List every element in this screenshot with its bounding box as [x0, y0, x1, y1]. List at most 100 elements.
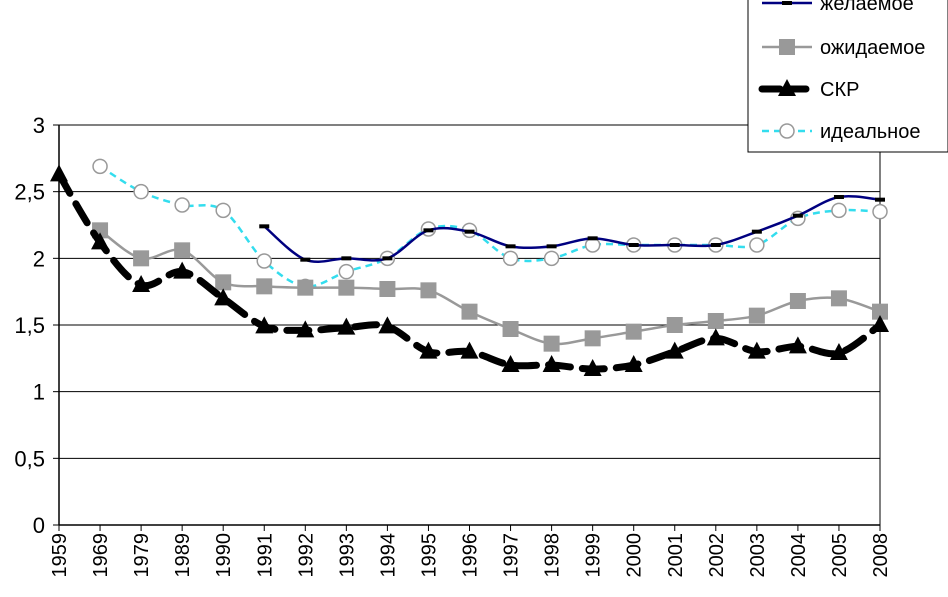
data-point [423, 228, 434, 233]
series-2 [92, 222, 888, 352]
legend: желаемое ожидаемое СКР идеальное [747, 0, 948, 153]
x-tick-label: 2001 [665, 533, 687, 578]
data-point [338, 263, 355, 280]
data-point [173, 261, 192, 279]
y-tick-label: 1 [33, 380, 45, 405]
data-point [872, 203, 888, 220]
series-line [263, 194, 881, 263]
legend-marker [778, 79, 796, 96]
x-tick-label: 1998 [542, 533, 564, 578]
x-tick-label: 1994 [377, 533, 399, 578]
data-point [542, 355, 561, 372]
x-tick-label: 1990 [213, 533, 235, 578]
series-line [99, 165, 881, 288]
data-point [300, 257, 311, 262]
y-tick-label: 3 [33, 113, 45, 138]
x-tick-label: 2005 [829, 533, 851, 578]
data-point [502, 250, 519, 267]
y-tick-label: 0,5 [14, 446, 45, 471]
data-point [505, 244, 516, 249]
data-point [419, 341, 438, 359]
data-point [875, 197, 885, 202]
data-point [625, 323, 642, 340]
x-tick-label: 2000 [624, 533, 646, 578]
gridlines [59, 124, 880, 459]
legend-label: ожидаемое [820, 37, 925, 59]
legend-marker [782, 1, 792, 5]
data-point [256, 253, 272, 269]
series-1 [259, 194, 885, 263]
data-point [461, 303, 478, 320]
data-point [501, 355, 520, 372]
x-tick-label: 2003 [747, 533, 769, 578]
x-tick-label: 2008 [870, 533, 892, 578]
x-tick-label: 2002 [706, 533, 728, 578]
data-point [788, 336, 807, 354]
data-point [464, 229, 475, 234]
x-tick-label: 1996 [460, 533, 482, 578]
data-point [215, 274, 232, 291]
data-point [789, 293, 806, 309]
data-point [624, 355, 643, 372]
data-point [546, 244, 557, 249]
x-tick-label: 1991 [254, 533, 276, 578]
legend-item: идеальное [762, 121, 920, 143]
data-point [583, 359, 602, 376]
data-point [50, 164, 68, 182]
data-point [669, 243, 680, 247]
data-point [215, 202, 231, 219]
data-point [666, 317, 683, 333]
data-point [382, 256, 393, 261]
data-point [833, 195, 844, 199]
data-point [214, 288, 233, 306]
y-tick-label: 2 [33, 246, 45, 271]
data-point [706, 328, 725, 346]
x-tick-label: 1992 [295, 533, 317, 578]
data-point [587, 236, 598, 241]
data-point [628, 243, 639, 247]
x-tick-label: 1959 [49, 533, 71, 578]
data-point [132, 275, 151, 292]
data-point [829, 343, 848, 360]
x-tick-label: 1989 [172, 533, 194, 578]
data-point [460, 341, 479, 359]
data-point [665, 341, 684, 359]
data-point [707, 313, 724, 329]
data-point [174, 197, 190, 213]
data-point [174, 242, 191, 259]
data-point [92, 158, 108, 175]
legend-label: СКР [820, 79, 859, 101]
legend-marker [779, 123, 795, 139]
legend-marker [779, 39, 795, 55]
legend-item: СКР [758, 79, 859, 101]
data-point [378, 316, 397, 334]
series-layer [50, 158, 889, 376]
data-point [831, 202, 847, 219]
data-point [296, 320, 315, 338]
data-point [710, 243, 721, 247]
data-point [749, 237, 765, 253]
data-point [379, 281, 396, 297]
data-point [337, 317, 356, 335]
data-point [751, 229, 762, 234]
data-point [91, 232, 110, 250]
data-point [133, 183, 149, 200]
data-point [871, 315, 889, 332]
data-point [747, 341, 766, 359]
data-point [420, 282, 437, 299]
data-point [830, 290, 847, 307]
x-tick-label: 1999 [583, 533, 605, 578]
x-axis-ticks: 1959 1969 1979 1989 1990 1991 1992 1993 1994 1995… [49, 525, 892, 578]
data-point [792, 213, 803, 218]
data-point [872, 303, 888, 320]
x-tick-label: 1995 [418, 533, 440, 578]
data-point [502, 321, 519, 337]
data-point [259, 224, 270, 229]
legend-label: идеальное [820, 121, 920, 143]
y-tick-label: 1,5 [14, 313, 45, 338]
data-point [255, 316, 274, 334]
y-tick-label: 0 [33, 513, 45, 538]
data-point [341, 256, 352, 261]
data-point [584, 330, 601, 347]
